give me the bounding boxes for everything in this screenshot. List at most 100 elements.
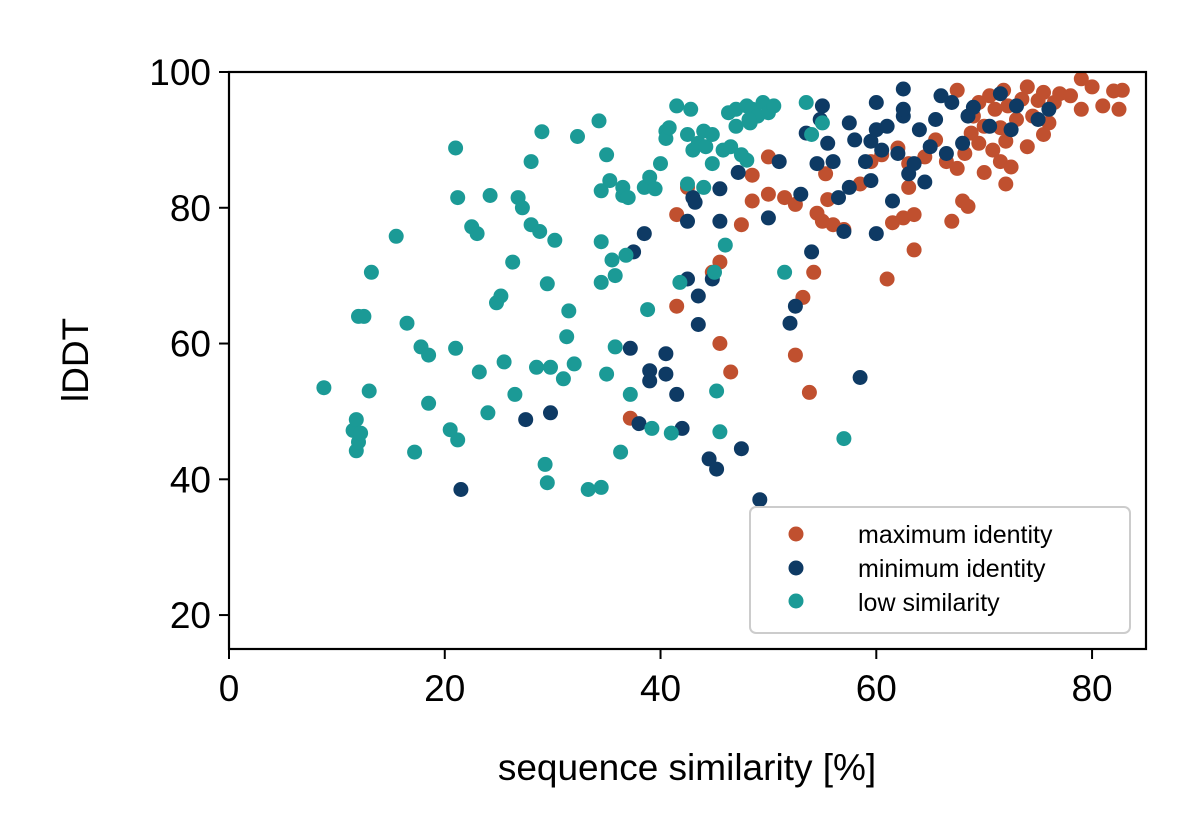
data-point-maximum-identity [1019, 79, 1035, 95]
data-point-maximum-identity [985, 142, 1001, 158]
data-point-maximum-identity [1063, 88, 1078, 104]
data-point-low-similarity [680, 127, 695, 142]
data-point-maximum-identity [1019, 139, 1035, 155]
data-point-low-similarity [537, 456, 553, 472]
data-point-minimum-identity [658, 346, 674, 362]
data-point-low-similarity [618, 247, 634, 263]
data-point-minimum-identity [1009, 98, 1024, 114]
data-point-low-similarity [514, 200, 530, 216]
data-point-low-similarity [620, 190, 636, 206]
data-point-minimum-identity [820, 135, 836, 151]
data-point-minimum-identity [543, 405, 558, 421]
data-point-low-similarity [363, 264, 379, 280]
data-point-minimum-identity [787, 298, 803, 314]
data-point-minimum-identity [687, 194, 703, 210]
data-point-minimum-identity [825, 154, 841, 170]
data-point-maximum-identity [712, 336, 728, 351]
data-point-low-similarity [534, 124, 550, 140]
points-layer [316, 71, 1130, 508]
data-point-low-similarity [353, 425, 369, 441]
data-point-low-similarity [505, 254, 521, 270]
data-point-low-similarity [450, 190, 466, 206]
data-point-minimum-identity [955, 135, 971, 151]
data-point-minimum-identity [982, 118, 998, 134]
data-point-low-similarity [480, 405, 496, 421]
data-point-low-similarity [602, 173, 618, 189]
data-point-maximum-identity [806, 264, 822, 280]
data-point-maximum-identity [998, 176, 1014, 192]
data-point-minimum-identity [809, 156, 825, 172]
data-point-minimum-identity [631, 416, 647, 432]
data-point-minimum-identity [895, 101, 911, 117]
data-point-low-similarity [642, 169, 658, 185]
y-axis-title: lDDT [55, 318, 96, 402]
data-point-minimum-identity [831, 190, 846, 206]
data-point-minimum-identity [680, 213, 695, 229]
data-point-low-similarity [448, 140, 464, 156]
data-point-minimum-identity [760, 210, 776, 226]
data-point-low-similarity [663, 425, 679, 441]
data-point-low-similarity [712, 424, 728, 440]
data-point-minimum-identity [752, 492, 768, 508]
data-point-maximum-identity [1095, 98, 1111, 114]
data-point-low-similarity [593, 234, 609, 250]
data-point-low-similarity [599, 147, 615, 163]
data-point-low-similarity [661, 120, 677, 136]
data-point-minimum-identity [868, 95, 884, 110]
data-point-minimum-identity [858, 154, 873, 170]
data-point-minimum-identity [874, 142, 890, 158]
data-point-maximum-identity [733, 217, 749, 233]
data-point-low-similarity [559, 329, 575, 345]
data-point-low-similarity [777, 264, 793, 280]
data-point-minimum-identity [658, 366, 674, 382]
data-point-minimum-identity [690, 288, 706, 304]
data-point-minimum-identity [636, 226, 652, 242]
data-point-minimum-identity [879, 118, 895, 134]
data-point-maximum-identity [669, 298, 685, 314]
data-point-maximum-identity [818, 166, 834, 182]
data-point-low-similarity [388, 228, 404, 244]
data-point-low-similarity [348, 412, 364, 428]
data-point-low-similarity [653, 156, 668, 172]
data-point-maximum-identity [906, 242, 922, 258]
data-point-maximum-identity [944, 213, 960, 229]
data-point-maximum-identity [949, 160, 965, 176]
x-tick-label: 80 [1071, 668, 1112, 709]
legend-label-low-similarity: low similarity [858, 589, 1000, 617]
data-point-minimum-identity [965, 99, 981, 115]
legend-marker-maximum-identity [788, 526, 804, 542]
data-point-low-similarity [669, 98, 685, 114]
data-point-maximum-identity [744, 193, 760, 209]
x-axis-ticks: 0 20 40 60 80 [219, 649, 1113, 709]
legend-box [749, 506, 1131, 634]
data-point-minimum-identity [863, 173, 879, 189]
data-point-low-similarity [741, 112, 757, 127]
data-point-maximum-identity [1114, 82, 1130, 98]
x-tick-label: 60 [856, 668, 897, 709]
data-point-low-similarity [723, 139, 739, 155]
data-point-maximum-identity [906, 207, 922, 223]
data-point-low-similarity [591, 113, 607, 129]
y-tick-label: 80 [170, 188, 211, 229]
data-point-minimum-identity [1003, 122, 1019, 138]
x-tick-label: 20 [424, 668, 465, 709]
data-point-low-similarity [593, 274, 609, 290]
data-point-maximum-identity [879, 271, 895, 287]
data-point-low-similarity [580, 482, 596, 497]
data-point-low-similarity [539, 276, 555, 292]
data-point-low-similarity [717, 237, 733, 253]
data-point-maximum-identity [1073, 101, 1089, 117]
data-point-low-similarity [399, 315, 415, 331]
data-point-low-similarity [421, 347, 437, 363]
data-point-low-similarity [361, 383, 377, 399]
data-point-minimum-identity [847, 132, 863, 148]
data-point-low-similarity [593, 183, 609, 199]
data-point-low-similarity [566, 356, 582, 372]
data-point-minimum-identity [518, 412, 534, 428]
data-point-minimum-identity [922, 139, 938, 155]
data-point-maximum-identity [669, 207, 685, 223]
data-point-low-similarity [561, 303, 577, 319]
data-point-low-similarity [555, 371, 571, 387]
data-point-low-similarity [836, 431, 852, 447]
